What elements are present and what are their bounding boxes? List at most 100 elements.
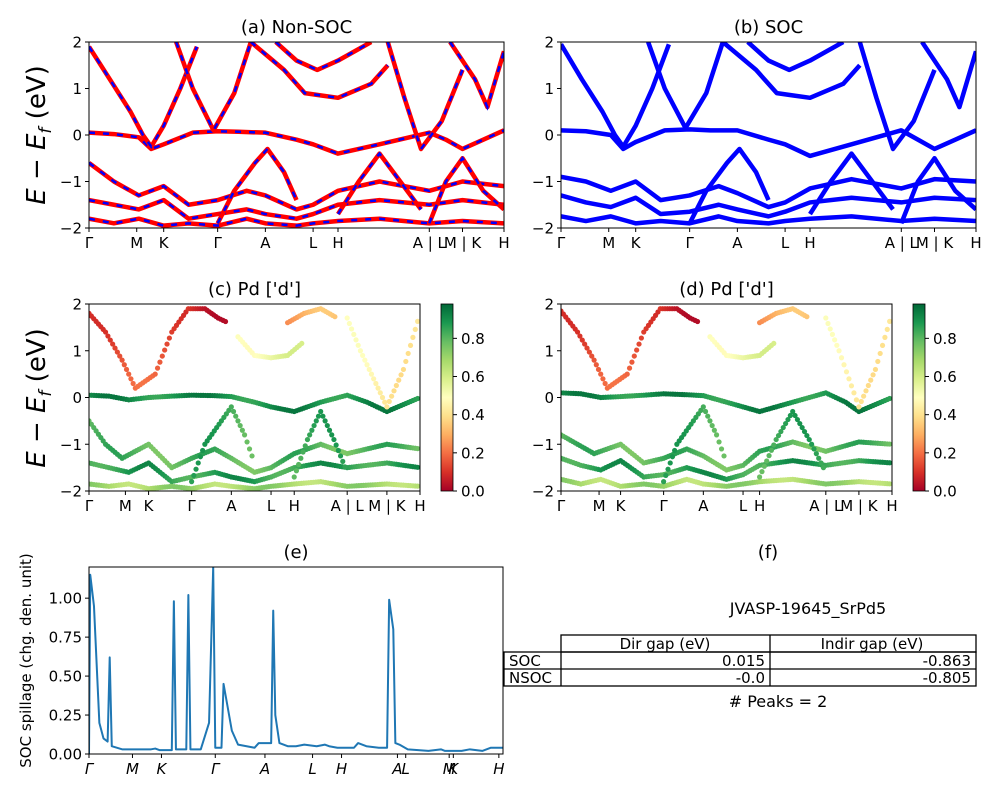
- band-point: [636, 341, 642, 347]
- band-dash-4: [274, 42, 372, 72]
- x-tick-label: K: [616, 497, 627, 515]
- x-tick-label: M | K: [840, 497, 879, 515]
- band-point: [879, 342, 886, 349]
- x-tick-label: Γ: [85, 234, 94, 252]
- band-point: [638, 335, 644, 341]
- x-tick-label: L: [739, 497, 748, 515]
- band-point: [362, 357, 368, 363]
- band-line-5: [385, 42, 465, 152]
- band-point: [249, 453, 255, 459]
- band-line-10: [687, 146, 771, 225]
- y-tick-label: 1: [544, 342, 554, 360]
- band-point: [865, 382, 871, 389]
- band-point: [884, 326, 890, 332]
- x-tick-label: M | K: [368, 497, 407, 515]
- x-tick-label: A: [259, 760, 270, 778]
- band-point: [315, 413, 322, 419]
- y-tick-label: 0: [72, 127, 82, 145]
- band-point: [598, 371, 604, 377]
- band-point: [851, 390, 857, 396]
- band-point: [856, 404, 862, 410]
- band-point: [373, 380, 379, 387]
- band-point: [887, 395, 892, 402]
- x-tick-label: A | L: [885, 234, 919, 252]
- band-point: [391, 388, 397, 394]
- band-point: [868, 377, 874, 383]
- table-row-nsoc-label: NSOC: [509, 669, 552, 687]
- band-point: [870, 372, 876, 378]
- band-point: [200, 447, 206, 454]
- colorbar-tick-label: 0.2: [461, 444, 485, 462]
- band-point: [602, 380, 608, 387]
- x-tick-label: Γ: [85, 497, 94, 515]
- x-tick-label: M: [602, 234, 615, 252]
- band-point: [806, 436, 812, 443]
- x-tick-label: A | L: [331, 497, 365, 515]
- band-point: [799, 424, 805, 431]
- x-tick-label: H: [414, 497, 425, 515]
- colorbar-tick-label: 0.8: [933, 330, 957, 348]
- band-point: [713, 432, 720, 438]
- band-point: [157, 359, 163, 365]
- band-line-11: [808, 151, 895, 216]
- band-point: [721, 453, 727, 459]
- band-point: [661, 479, 667, 485]
- band-dash-9: [89, 217, 504, 227]
- y-tick-label: −2: [532, 220, 554, 238]
- band-point: [887, 481, 892, 487]
- band-dash-11: [336, 151, 423, 215]
- band-point: [335, 447, 341, 454]
- table-row-soc-indir: -0.863: [923, 652, 971, 670]
- band-point: [189, 479, 195, 485]
- band-point: [589, 353, 595, 359]
- band-point: [665, 466, 671, 472]
- band-point: [584, 345, 590, 351]
- colorbar-tick-label: 0.4: [933, 406, 957, 424]
- band-point: [820, 465, 827, 471]
- band-point: [114, 349, 120, 355]
- band-point: [813, 451, 819, 457]
- band-line-12: [427, 156, 504, 225]
- band-point: [757, 474, 763, 480]
- band-line-9: [561, 214, 976, 226]
- y-tick-label: 2: [72, 296, 82, 314]
- band-point: [355, 342, 361, 348]
- band-point: [415, 445, 420, 452]
- x-tick-label: M: [443, 760, 456, 778]
- band-line-4: [746, 42, 845, 73]
- band-point: [797, 420, 803, 427]
- band-point: [827, 326, 833, 332]
- band-point: [783, 420, 789, 427]
- band-point: [331, 436, 337, 443]
- band-point: [809, 441, 815, 447]
- band-point: [843, 369, 850, 375]
- band-point: [162, 347, 168, 353]
- band-point: [300, 449, 306, 455]
- band-point: [882, 334, 888, 340]
- x-tick-label: Γ: [659, 497, 668, 515]
- band-point: [790, 408, 796, 415]
- y-tick-label: 1: [72, 80, 82, 98]
- band-point: [313, 418, 319, 424]
- band-line-2: [646, 42, 725, 131]
- band-point: [107, 337, 113, 343]
- band-point: [244, 439, 250, 445]
- band-point: [577, 333, 583, 339]
- band-point: [415, 464, 420, 470]
- y-tick-label: −2: [60, 220, 82, 238]
- band-point: [405, 350, 411, 357]
- x-tick-label: L: [402, 760, 410, 778]
- y-tick-label: 0: [544, 127, 554, 145]
- band-point: [193, 466, 199, 472]
- x-tick-label: K: [159, 234, 170, 252]
- y-tick-label: 2: [72, 34, 82, 52]
- band-point: [318, 408, 324, 415]
- colorbar-tick-label: 0.6: [461, 368, 485, 386]
- band-point: [718, 446, 725, 452]
- band-point: [393, 382, 399, 389]
- band-point: [366, 366, 372, 373]
- x-tick-label: H: [886, 497, 897, 515]
- y-tick-label: 2: [544, 34, 554, 52]
- band-line-6: [920, 42, 976, 110]
